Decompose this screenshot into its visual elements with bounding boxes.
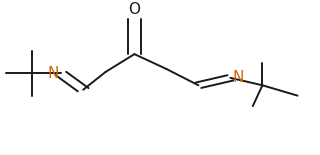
Text: N: N (232, 70, 244, 85)
Text: N: N (48, 66, 59, 81)
Text: O: O (128, 2, 140, 17)
